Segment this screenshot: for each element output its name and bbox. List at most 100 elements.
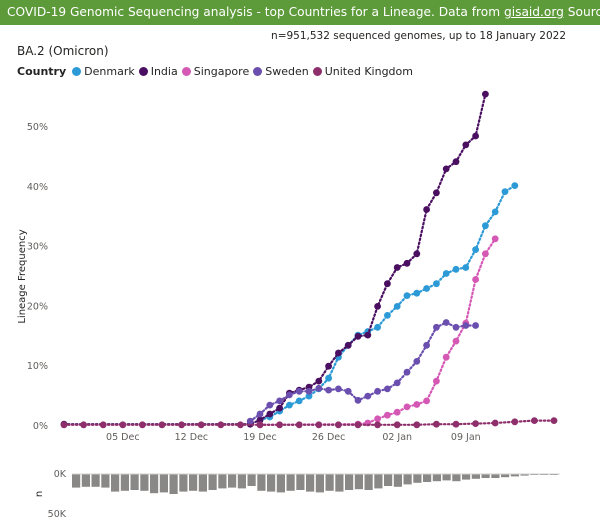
- data-point-india[interactable]: [374, 303, 381, 310]
- data-point-sweden[interactable]: [472, 322, 479, 329]
- data-point-united-kingdom[interactable]: [511, 418, 519, 426]
- count-bar[interactable]: [432, 474, 441, 482]
- data-point-united-kingdom[interactable]: [531, 417, 538, 424]
- data-point-united-kingdom[interactable]: [550, 417, 558, 424]
- data-point-india[interactable]: [442, 165, 450, 173]
- data-point-singapore[interactable]: [433, 377, 440, 385]
- data-point-united-kingdom[interactable]: [452, 420, 460, 428]
- count-bar[interactable]: [237, 474, 246, 489]
- data-point-sweden[interactable]: [276, 397, 283, 405]
- data-point-singapore[interactable]: [384, 411, 391, 419]
- data-point-denmark[interactable]: [472, 246, 479, 254]
- data-point-singapore[interactable]: [491, 235, 499, 243]
- data-point-united-kingdom[interactable]: [139, 421, 146, 429]
- count-bar[interactable]: [306, 474, 315, 492]
- data-point-india[interactable]: [403, 259, 411, 267]
- count-bar[interactable]: [501, 474, 510, 478]
- count-bar[interactable]: [481, 474, 490, 478]
- data-point-denmark[interactable]: [423, 285, 430, 292]
- data-point-sweden[interactable]: [335, 385, 342, 393]
- data-point-united-kingdom[interactable]: [80, 421, 87, 429]
- data-point-denmark[interactable]: [286, 401, 293, 409]
- data-point-united-kingdom[interactable]: [99, 421, 107, 429]
- count-bar[interactable]: [150, 474, 159, 494]
- data-point-sweden[interactable]: [452, 323, 460, 331]
- count-bar[interactable]: [325, 474, 334, 491]
- data-point-denmark[interactable]: [491, 208, 499, 216]
- data-point-india[interactable]: [325, 362, 332, 370]
- count-bar[interactable]: [491, 474, 500, 478]
- data-point-united-kingdom[interactable]: [197, 421, 205, 429]
- data-point-sweden[interactable]: [462, 322, 470, 329]
- count-bar[interactable]: [169, 474, 178, 494]
- count-bar[interactable]: [315, 474, 324, 493]
- count-bar[interactable]: [413, 474, 422, 483]
- data-point-singapore[interactable]: [413, 401, 421, 408]
- data-point-sweden[interactable]: [364, 392, 372, 400]
- count-bar[interactable]: [267, 474, 276, 492]
- data-point-united-kingdom[interactable]: [315, 421, 323, 429]
- data-point-singapore[interactable]: [472, 276, 479, 283]
- count-bar[interactable]: [452, 474, 461, 482]
- data-point-india[interactable]: [393, 264, 401, 271]
- data-point-india[interactable]: [452, 158, 460, 166]
- data-point-denmark[interactable]: [511, 182, 519, 190]
- count-bar[interactable]: [393, 474, 402, 487]
- data-point-sweden[interactable]: [295, 387, 303, 395]
- data-point-india[interactable]: [266, 410, 274, 418]
- count-bar[interactable]: [140, 474, 149, 491]
- data-point-united-kingdom[interactable]: [256, 421, 264, 429]
- data-point-denmark[interactable]: [462, 264, 470, 271]
- data-point-sweden[interactable]: [266, 401, 274, 409]
- data-point-india[interactable]: [364, 331, 372, 339]
- data-point-sweden[interactable]: [325, 386, 332, 394]
- count-bar[interactable]: [91, 474, 100, 487]
- data-point-denmark[interactable]: [295, 397, 303, 405]
- count-bar[interactable]: [111, 474, 120, 492]
- data-point-united-kingdom[interactable]: [413, 421, 421, 429]
- data-point-united-kingdom[interactable]: [178, 421, 186, 429]
- count-bar[interactable]: [276, 474, 285, 493]
- count-bar[interactable]: [179, 474, 188, 492]
- count-bar[interactable]: [257, 474, 266, 491]
- count-bar[interactable]: [403, 474, 412, 485]
- data-point-sweden[interactable]: [374, 387, 381, 395]
- data-point-united-kingdom[interactable]: [472, 420, 479, 427]
- data-point-united-kingdom[interactable]: [433, 420, 440, 428]
- data-point-india[interactable]: [354, 332, 362, 340]
- data-point-denmark[interactable]: [442, 270, 450, 277]
- data-point-india[interactable]: [482, 90, 489, 98]
- data-point-singapore[interactable]: [374, 415, 381, 423]
- count-bar[interactable]: [471, 474, 480, 479]
- data-point-denmark[interactable]: [374, 323, 381, 331]
- data-point-united-kingdom[interactable]: [276, 421, 283, 429]
- count-bar[interactable]: [189, 474, 198, 491]
- data-point-india[interactable]: [276, 404, 283, 412]
- count-bar[interactable]: [120, 474, 129, 491]
- data-point-singapore[interactable]: [452, 337, 460, 345]
- data-point-united-kingdom[interactable]: [158, 421, 166, 429]
- legend-item-sweden[interactable]: Sweden: [253, 65, 309, 78]
- legend-item-india[interactable]: India: [138, 65, 178, 78]
- data-point-denmark[interactable]: [393, 303, 401, 310]
- count-bar[interactable]: [72, 474, 81, 488]
- data-point-india[interactable]: [423, 206, 430, 213]
- data-point-united-kingdom[interactable]: [119, 421, 127, 429]
- data-point-singapore[interactable]: [423, 397, 430, 405]
- data-point-denmark[interactable]: [413, 289, 421, 297]
- count-bar[interactable]: [510, 474, 519, 477]
- data-point-sweden[interactable]: [413, 358, 421, 365]
- data-point-denmark[interactable]: [305, 392, 313, 400]
- count-bar[interactable]: [520, 474, 529, 476]
- data-point-united-kingdom[interactable]: [393, 421, 401, 429]
- data-point-denmark[interactable]: [403, 292, 411, 299]
- data-point-denmark[interactable]: [325, 374, 332, 382]
- count-bar[interactable]: [335, 474, 344, 492]
- count-bar[interactable]: [130, 474, 139, 490]
- count-bar[interactable]: [218, 474, 227, 489]
- data-point-denmark[interactable]: [482, 222, 489, 230]
- legend-item-denmark[interactable]: Denmark: [72, 65, 135, 78]
- data-point-sweden[interactable]: [344, 387, 352, 395]
- gisaid-link[interactable]: gisaid.org: [503, 5, 564, 19]
- data-point-singapore[interactable]: [482, 250, 489, 258]
